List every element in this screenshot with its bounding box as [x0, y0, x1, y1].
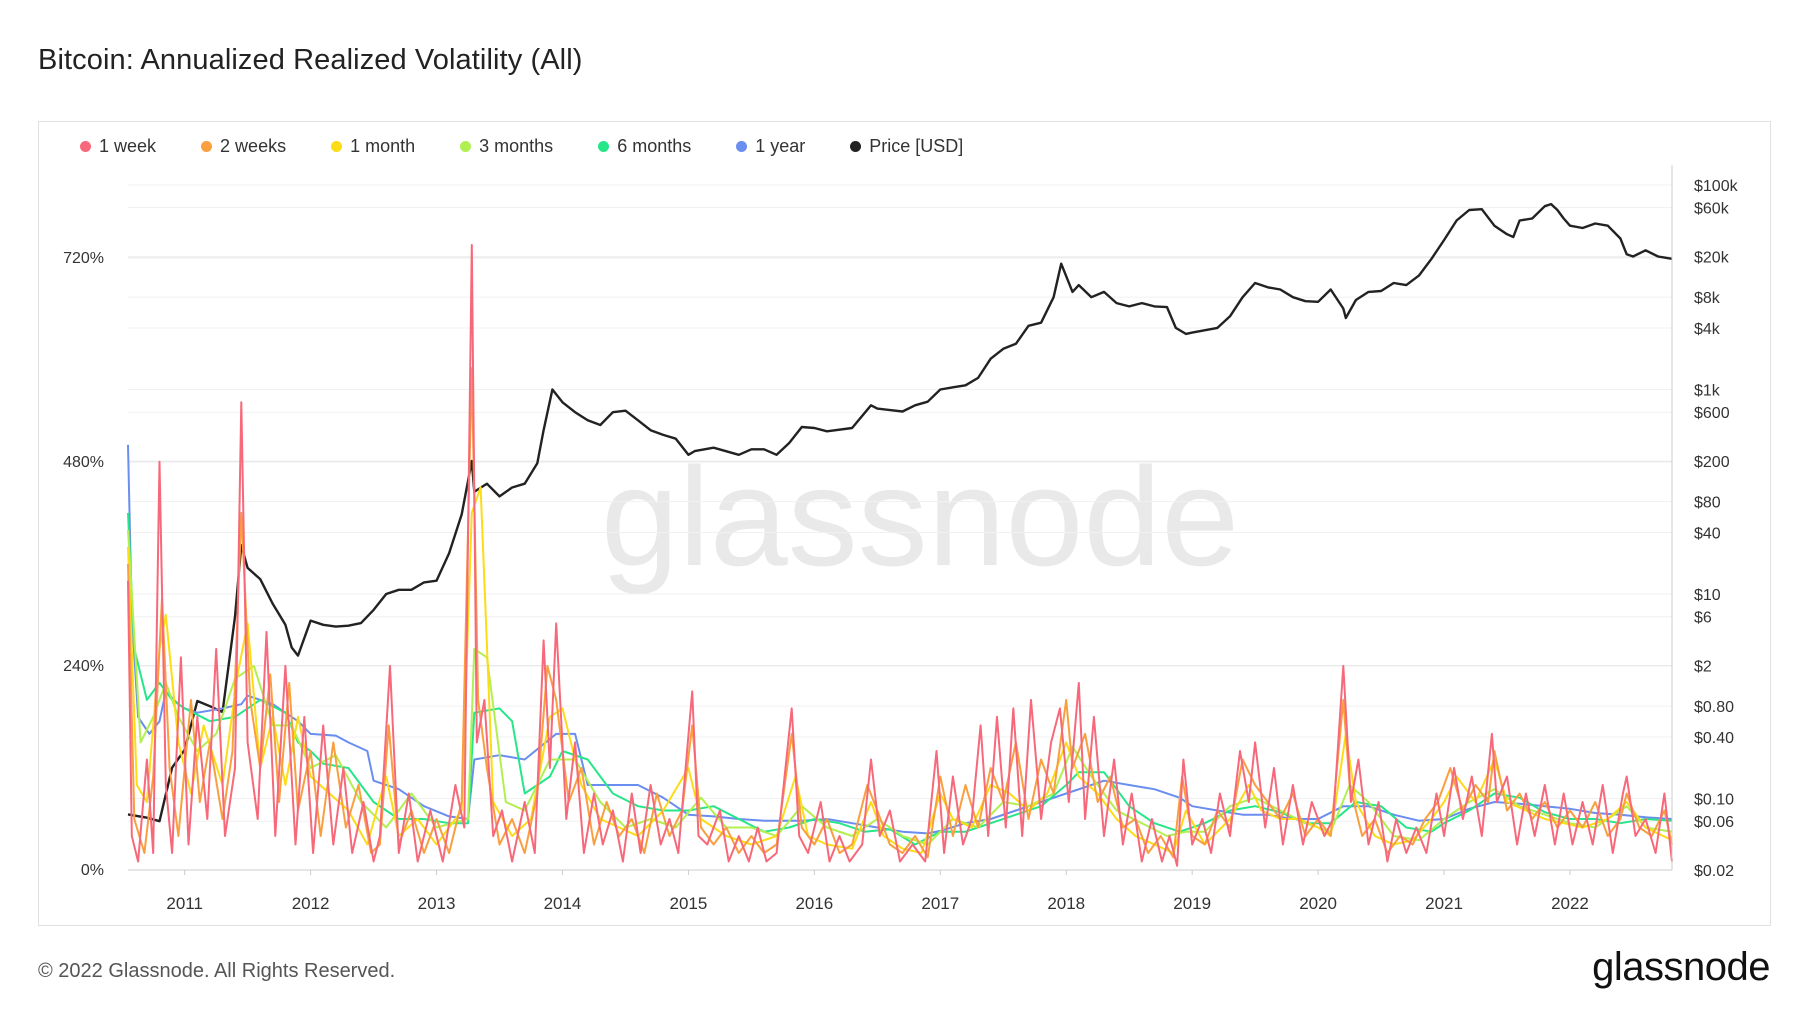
- legend-label: Price [USD]: [869, 136, 964, 156]
- legend-label: 6 months: [617, 136, 692, 156]
- glassnode-logo[interactable]: glassnode: [1592, 945, 1770, 989]
- y-right-tick-label: $0.80: [1694, 699, 1734, 716]
- series-price-usd-line: [127, 202, 1673, 823]
- legend-label: 2 weeks: [220, 136, 287, 156]
- x-tick-label: 2020: [1299, 894, 1337, 913]
- y-right-tick-label: $600: [1694, 405, 1730, 422]
- y-right-tick-label: $0.40: [1694, 730, 1734, 747]
- chart-legend: 1 week 2 weeks 1 month 3 months 6 months…: [80, 136, 1008, 157]
- legend-dot-icon: [460, 141, 472, 152]
- y-right-tick-label: $0.06: [1694, 814, 1734, 831]
- x-tick-label: 2021: [1425, 894, 1463, 913]
- y-right-tick-label: $200: [1694, 454, 1730, 471]
- y-right-tick-label: $10: [1694, 587, 1721, 604]
- x-tick-label: 2014: [544, 894, 582, 913]
- x-tick-label: 2011: [166, 894, 203, 913]
- legend-item-1-week[interactable]: 1 week: [80, 136, 156, 157]
- y-right-tick-label: $60k: [1694, 201, 1730, 218]
- chart-panel: [38, 121, 1771, 926]
- y-right-tick-label: $80: [1694, 495, 1721, 512]
- legend-dot-icon: [80, 141, 91, 152]
- legend-label: 1 month: [350, 136, 416, 156]
- x-tick-label: 2018: [1047, 894, 1085, 913]
- y-left-tick-label: 240%: [63, 658, 104, 675]
- legend-item-price[interactable]: Price [USD]: [850, 136, 963, 157]
- y-right-tick-label: $0.02: [1694, 863, 1734, 880]
- page-title: Bitcoin: Annualized Realized Volatility …: [38, 44, 583, 76]
- y-left-tick-label: 720%: [63, 250, 104, 267]
- y-right-tick-label: $8k: [1694, 290, 1721, 307]
- legend-label: 1 year: [755, 136, 806, 156]
- axes: 0% 240% 480% 720% $0.02 $0.06 $0.10 $0.40 $0.80 $…: [63, 165, 1739, 913]
- series-1-week-line: [127, 244, 1673, 867]
- x-tick-label: 2012: [292, 894, 330, 913]
- copyright-notice: © 2022 Glassnode. All Rights Reserved.: [38, 960, 396, 982]
- y-right-tick-label: $0.10: [1694, 792, 1734, 809]
- legend-item-1-month[interactable]: 1 month: [331, 136, 415, 157]
- y-right-tick-label: $1k: [1694, 383, 1721, 400]
- x-tick-label: 2016: [795, 894, 833, 913]
- series-3-months-line: [127, 529, 1673, 846]
- y-right-tick-label: $2: [1694, 658, 1712, 675]
- series-layer: [127, 202, 1673, 867]
- legend-dot-icon: [331, 141, 343, 152]
- watermark: glassnode: [601, 438, 1239, 595]
- x-tick-label: 2017: [921, 894, 959, 913]
- x-tick-label: 2019: [1173, 894, 1211, 913]
- legend-label: 3 months: [479, 136, 554, 156]
- legend-item-3-months[interactable]: 3 months: [460, 136, 553, 157]
- x-tick-label: 2013: [418, 894, 456, 913]
- legend-item-6-months[interactable]: 6 months: [598, 136, 691, 157]
- legend-item-2-weeks[interactable]: 2 weeks: [201, 136, 286, 157]
- legend-dot-icon: [736, 141, 748, 152]
- legend-dot-icon: [850, 141, 862, 152]
- y-right-tick-label: $20k: [1694, 249, 1730, 266]
- y-right-tick-label: $40: [1694, 525, 1721, 542]
- y-right-tick-label: $100k: [1694, 178, 1739, 195]
- y-right-tick-label: $4k: [1694, 321, 1721, 338]
- legend-label: 1 week: [99, 136, 157, 156]
- x-tick-label: 2022: [1551, 894, 1589, 913]
- y-left-tick-label: 480%: [63, 454, 104, 471]
- legend-dot-icon: [201, 141, 213, 152]
- legend-dot-icon: [598, 141, 610, 152]
- y-right-tick-label: $6: [1694, 610, 1712, 627]
- x-tick-label: 2015: [670, 894, 708, 913]
- y-left-tick-label: 0%: [81, 862, 104, 879]
- legend-item-1-year[interactable]: 1 year: [736, 136, 805, 157]
